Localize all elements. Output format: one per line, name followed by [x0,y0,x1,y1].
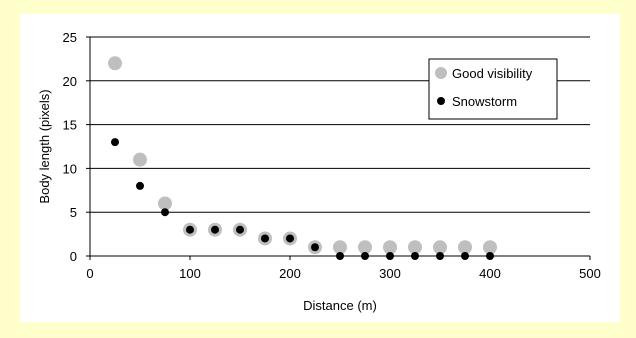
point-s1-2 [161,208,169,217]
y-tick-label-0: 0 [70,249,77,264]
x-tick-label-200: 200 [279,266,301,281]
point-s0-1 [133,152,147,167]
point-s0-12 [408,240,422,255]
legend-box [428,58,558,120]
point-s0-2 [158,196,172,211]
point-s1-10 [361,252,369,260]
legend-marker-good-visibility [435,67,447,79]
point-s0-0 [108,56,122,71]
point-s1-3 [186,225,194,234]
legend-label-snowstorm: Snowstorm [452,94,517,109]
tick-labels: 0 5 10 15 20 25 0 100 200 300 400 500 [63,30,601,281]
point-s1-4 [211,225,219,234]
point-s1-0 [111,138,119,147]
y-tick-label-15: 15 [63,118,77,133]
legend-marker-snowstorm [437,97,445,105]
y-axis-title: Body length (pixels) [37,89,52,203]
point-s0-10 [358,240,372,255]
y-tick-label-10: 10 [63,161,77,176]
x-tick-label-500: 500 [579,266,601,281]
data-points [108,56,497,260]
point-s0-13 [433,240,447,255]
point-s1-7 [286,234,294,243]
x-tick-label-100: 100 [179,266,201,281]
point-s1-14 [461,252,469,260]
x-axis-title: Distance (m) [303,298,377,313]
point-s1-8 [311,243,319,252]
point-s0-15 [483,240,497,255]
y-tick-label-25: 25 [63,30,77,45]
point-s1-13 [436,252,444,260]
x-tick-label-300: 300 [379,266,401,281]
legend: Good visibility Snowstorm [428,58,558,120]
point-s1-11 [386,252,394,260]
x-tick-label-400: 400 [479,266,501,281]
point-s0-14 [458,240,472,255]
point-s1-1 [136,181,144,190]
point-s1-12 [411,252,419,260]
point-s0-9 [333,240,347,255]
point-s1-9 [336,252,344,260]
gridlines [90,36,590,213]
point-s1-5 [236,225,244,234]
legend-label-good-visibility: Good visibility [452,66,533,81]
point-s0-11 [383,240,397,255]
point-s1-6 [261,234,269,243]
y-tick-label-20: 20 [63,74,77,89]
x-tick-label-0: 0 [86,266,93,281]
point-s1-15 [486,252,494,260]
y-tick-label-5: 5 [70,205,77,220]
